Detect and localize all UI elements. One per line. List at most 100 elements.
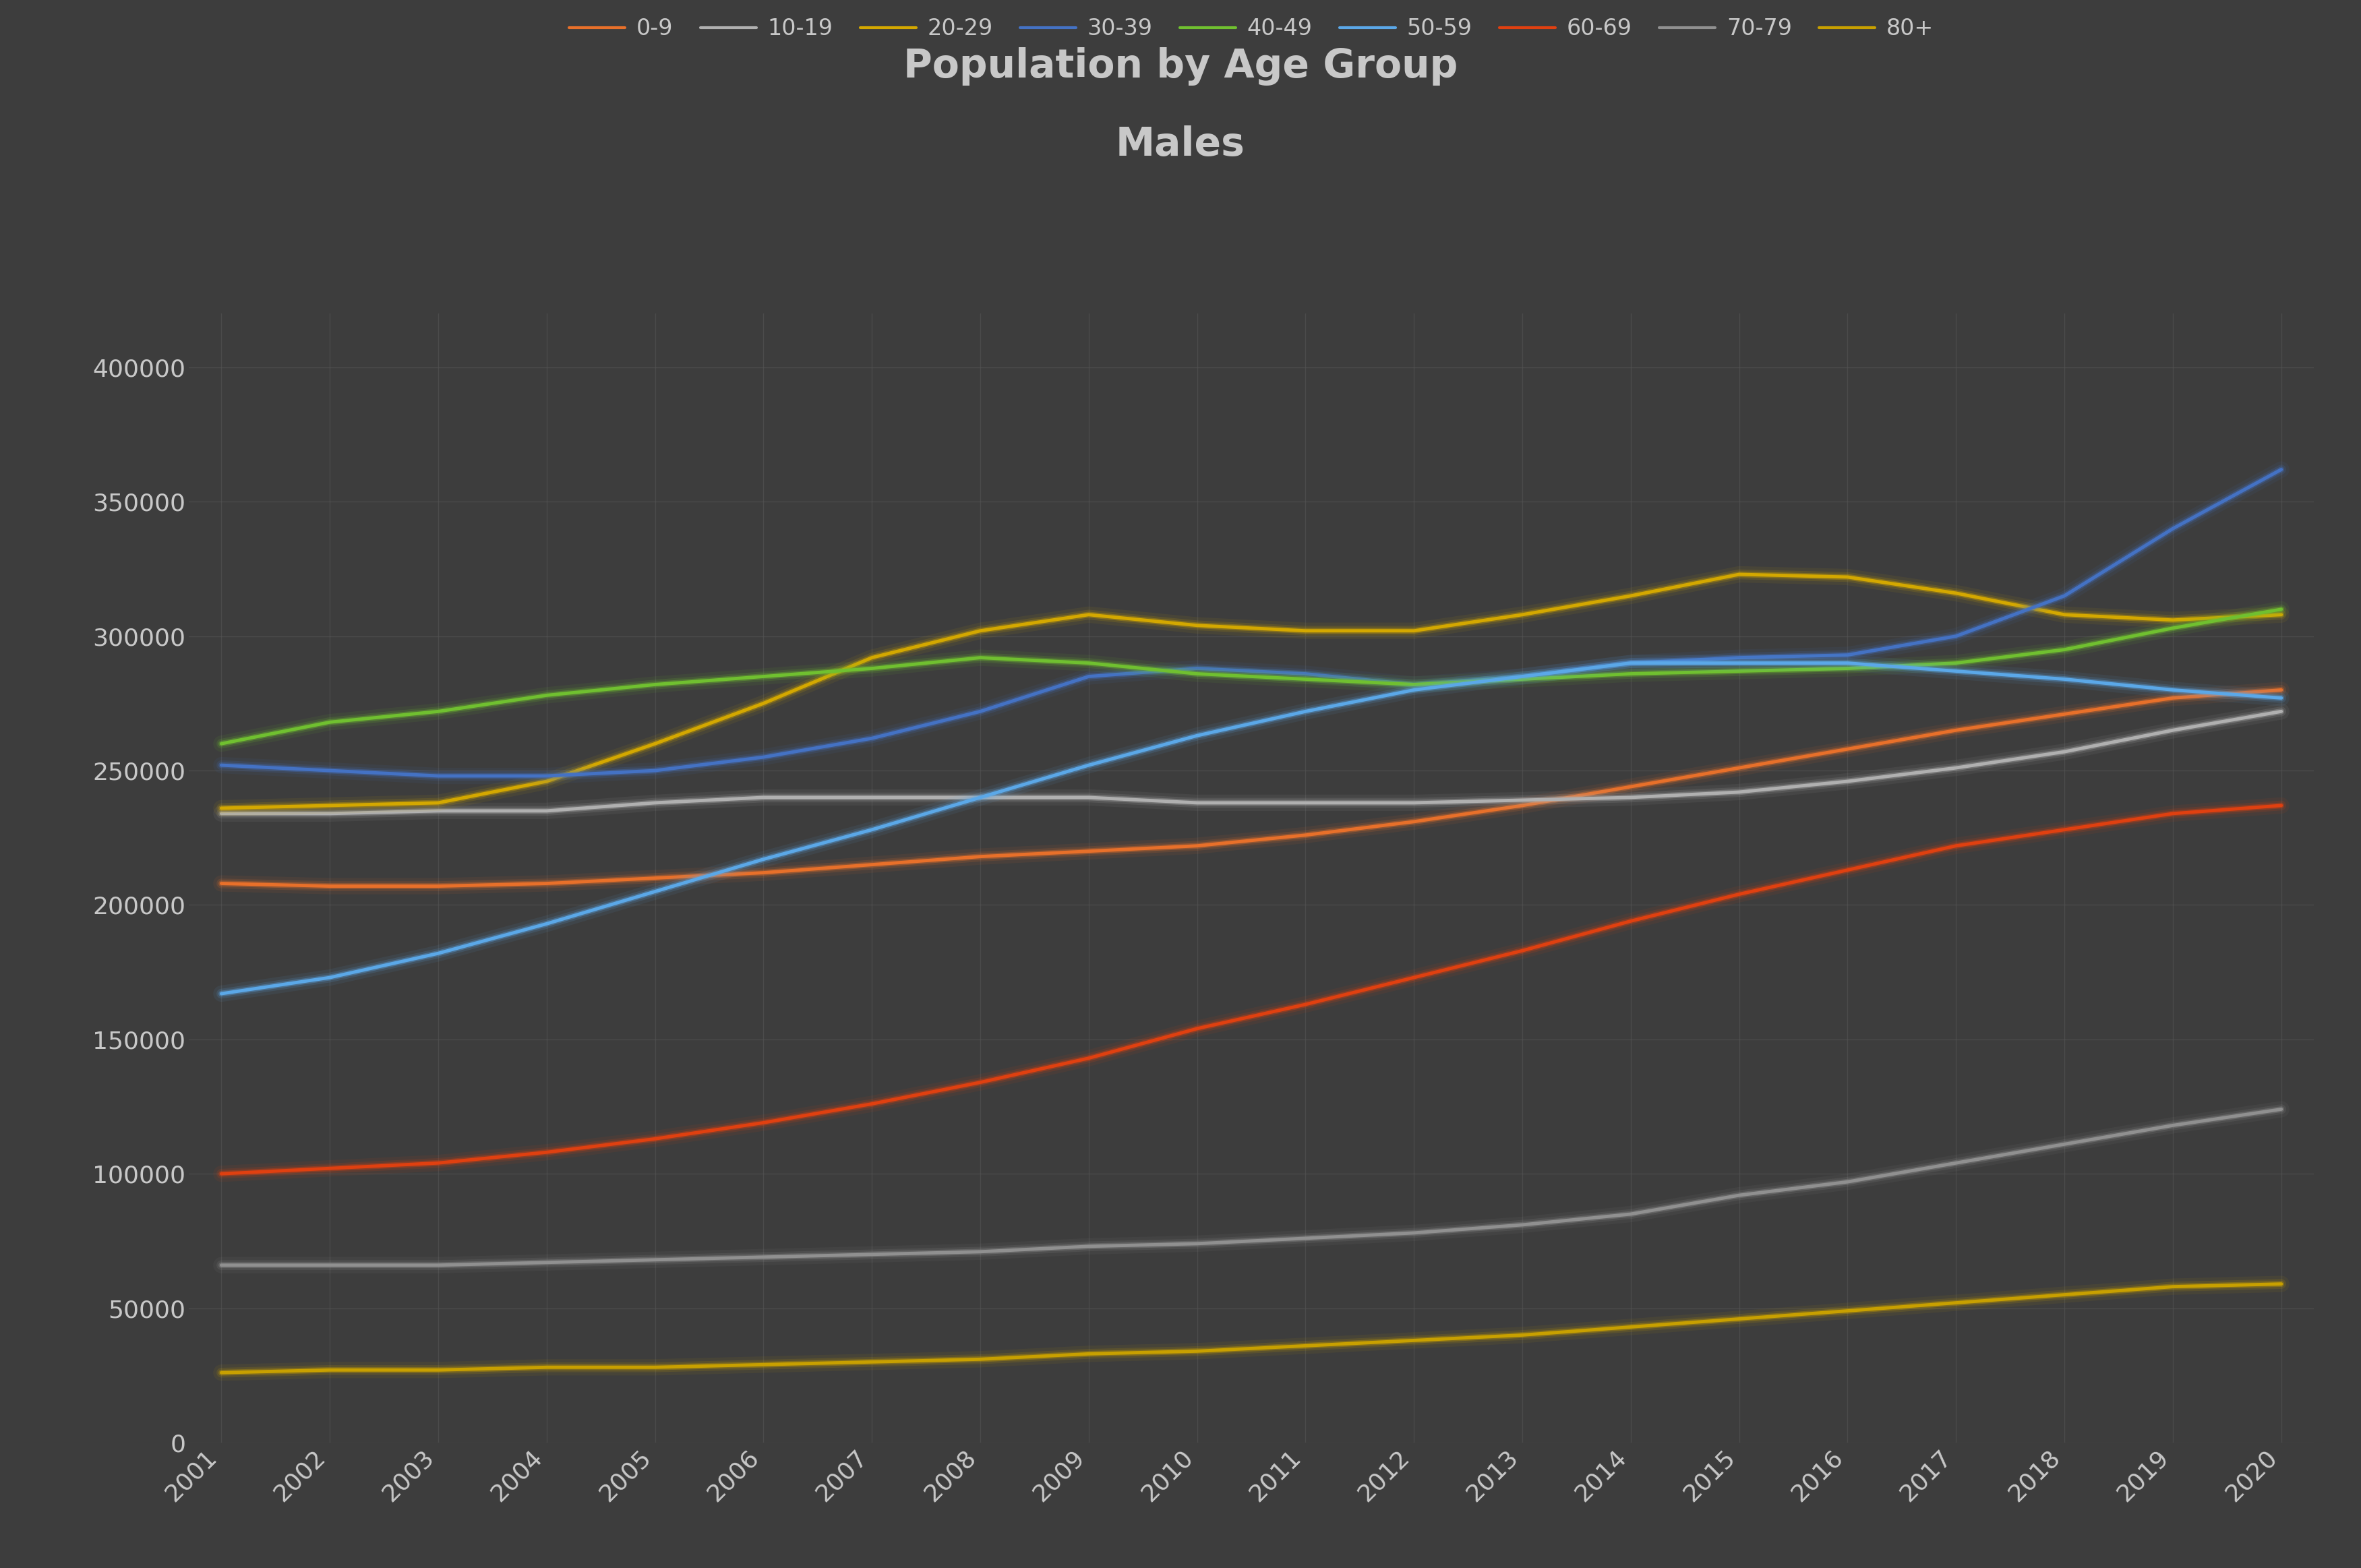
10-19 bbox=[1941, 759, 1969, 778]
60-69 bbox=[425, 1154, 453, 1173]
20-29 bbox=[1617, 586, 1646, 605]
Line: 40-49: 40-49 bbox=[222, 610, 2281, 743]
60-69 bbox=[1726, 884, 1754, 903]
60-69 bbox=[640, 1129, 668, 1148]
80+ bbox=[857, 1353, 885, 1372]
20-29 bbox=[1509, 605, 1537, 624]
50-59 bbox=[1183, 726, 1211, 745]
60-69 bbox=[2267, 797, 2295, 815]
Line: 10-19: 10-19 bbox=[222, 712, 2281, 814]
40-49 bbox=[748, 666, 777, 685]
0-9 bbox=[316, 877, 345, 895]
50-59 bbox=[1291, 702, 1320, 721]
30-39 bbox=[1291, 665, 1320, 684]
10-19 bbox=[2267, 702, 2295, 721]
20-29 bbox=[1726, 564, 1754, 583]
20-29 bbox=[2158, 610, 2186, 629]
80+ bbox=[2267, 1275, 2295, 1294]
0-9 bbox=[966, 847, 994, 866]
80+ bbox=[1291, 1336, 1320, 1355]
50-59 bbox=[1074, 756, 1103, 775]
30-39 bbox=[534, 767, 562, 786]
80+ bbox=[1726, 1309, 1754, 1328]
30-39 bbox=[1400, 676, 1428, 695]
60-69 bbox=[1834, 861, 1863, 880]
0-9 bbox=[1509, 797, 1537, 815]
70-79 bbox=[1617, 1204, 1646, 1223]
Line: 20-29: 20-29 bbox=[222, 574, 2281, 808]
40-49 bbox=[1291, 670, 1320, 688]
70-79 bbox=[1941, 1154, 1969, 1173]
40-49 bbox=[640, 676, 668, 695]
50-59 bbox=[316, 967, 345, 986]
60-69 bbox=[1291, 996, 1320, 1014]
0-9 bbox=[748, 864, 777, 883]
50-59 bbox=[208, 985, 236, 1004]
50-59 bbox=[857, 820, 885, 839]
40-49 bbox=[2158, 619, 2186, 638]
80+ bbox=[1400, 1331, 1428, 1350]
0-9 bbox=[1400, 812, 1428, 831]
40-49 bbox=[1726, 662, 1754, 681]
20-29 bbox=[316, 797, 345, 815]
70-79 bbox=[316, 1256, 345, 1275]
40-49 bbox=[1074, 654, 1103, 673]
0-9 bbox=[425, 877, 453, 895]
0-9 bbox=[534, 873, 562, 892]
10-19 bbox=[1617, 789, 1646, 808]
Line: 70-79: 70-79 bbox=[222, 1109, 2281, 1265]
20-29 bbox=[857, 648, 885, 666]
40-49 bbox=[2049, 640, 2078, 659]
50-59 bbox=[2158, 681, 2186, 699]
20-29 bbox=[2049, 605, 2078, 624]
70-79 bbox=[1509, 1215, 1537, 1234]
20-29 bbox=[534, 771, 562, 790]
80+ bbox=[2049, 1286, 2078, 1305]
40-49 bbox=[208, 734, 236, 753]
50-59 bbox=[1617, 654, 1646, 673]
0-9 bbox=[1183, 836, 1211, 855]
40-49 bbox=[1834, 659, 1863, 677]
30-39 bbox=[208, 756, 236, 775]
70-79 bbox=[1400, 1223, 1428, 1242]
80+ bbox=[966, 1350, 994, 1369]
40-49 bbox=[2267, 601, 2295, 619]
40-49 bbox=[1617, 665, 1646, 684]
50-59 bbox=[966, 789, 994, 808]
0-9 bbox=[2158, 688, 2186, 707]
80+ bbox=[1183, 1342, 1211, 1361]
Line: 30-39: 30-39 bbox=[222, 469, 2281, 776]
10-19 bbox=[2049, 742, 2078, 760]
70-79 bbox=[1074, 1237, 1103, 1256]
30-39 bbox=[1509, 666, 1537, 685]
20-29 bbox=[640, 734, 668, 753]
50-59 bbox=[1509, 666, 1537, 685]
80+ bbox=[1617, 1317, 1646, 1336]
40-49 bbox=[966, 648, 994, 666]
80+ bbox=[1941, 1294, 1969, 1312]
0-9 bbox=[640, 869, 668, 887]
70-79 bbox=[1834, 1173, 1863, 1192]
20-29 bbox=[425, 793, 453, 812]
0-9 bbox=[1291, 826, 1320, 845]
10-19 bbox=[1183, 793, 1211, 812]
60-69 bbox=[748, 1113, 777, 1132]
60-69 bbox=[316, 1159, 345, 1178]
30-39 bbox=[2158, 519, 2186, 538]
0-9 bbox=[1617, 778, 1646, 797]
20-29 bbox=[748, 695, 777, 713]
80+ bbox=[748, 1355, 777, 1374]
80+ bbox=[208, 1363, 236, 1381]
70-79 bbox=[2158, 1116, 2186, 1135]
60-69 bbox=[208, 1165, 236, 1184]
50-59 bbox=[1834, 654, 1863, 673]
0-9 bbox=[2049, 704, 2078, 723]
30-39 bbox=[1617, 654, 1646, 673]
60-69 bbox=[1074, 1049, 1103, 1068]
10-19 bbox=[1834, 771, 1863, 790]
70-79 bbox=[1726, 1185, 1754, 1204]
50-59 bbox=[748, 850, 777, 869]
10-19 bbox=[208, 804, 236, 823]
20-29 bbox=[2267, 605, 2295, 624]
10-19 bbox=[316, 804, 345, 823]
